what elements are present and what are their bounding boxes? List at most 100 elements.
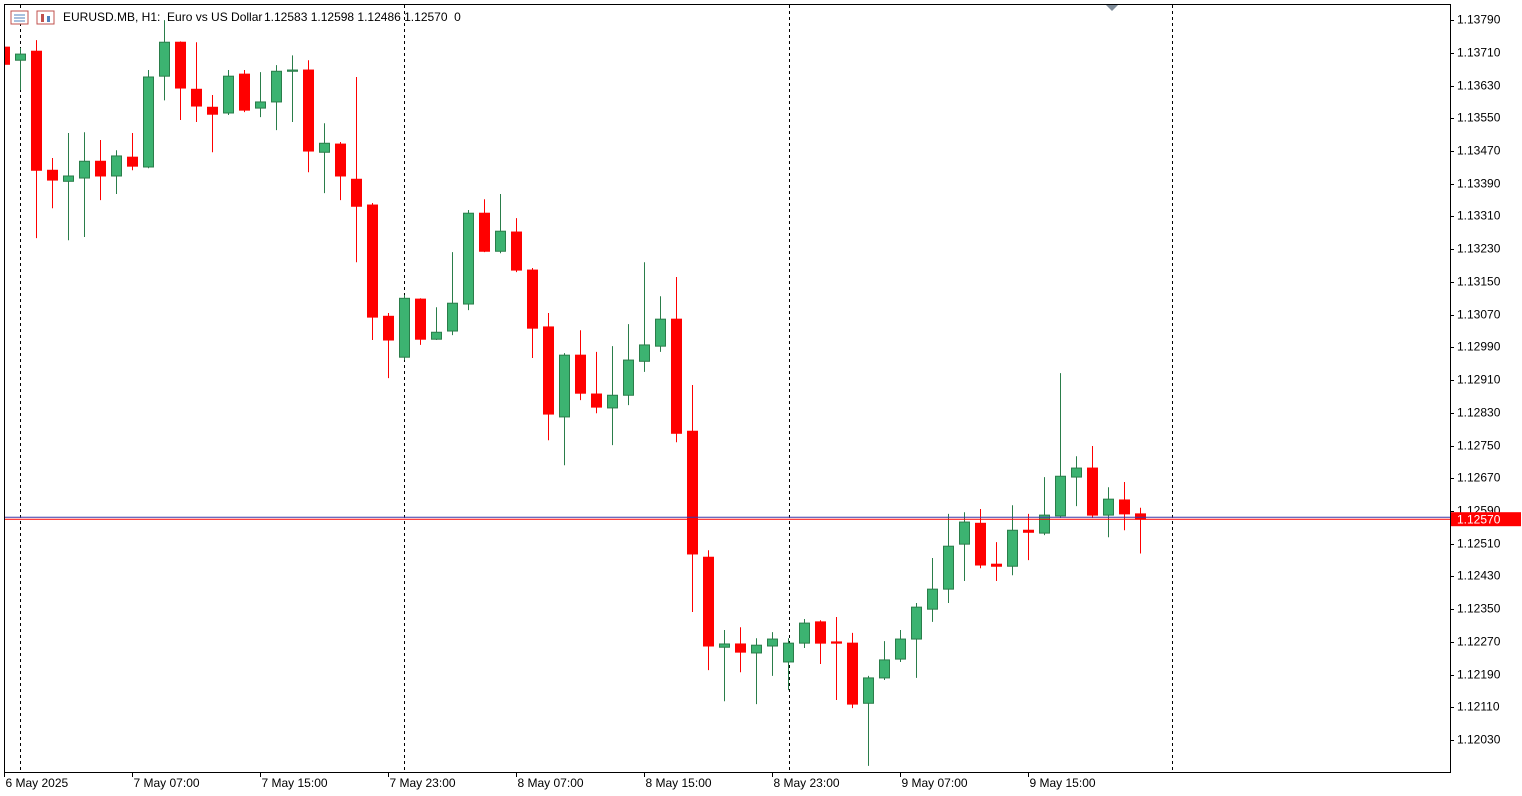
candle-body — [1087, 467, 1098, 516]
candle-body — [1007, 529, 1018, 567]
y-tick-label: 1.13790 — [1457, 13, 1501, 27]
y-tick-label: 1.13470 — [1457, 144, 1501, 158]
y-tick-label: 1.12910 — [1457, 373, 1501, 387]
candle-body — [703, 556, 714, 647]
y-tick-label: 1.13230 — [1457, 242, 1501, 256]
axes: 1.13790 1.13710 1.13630 1.13550 1.13470 1.133… — [4, 5, 1521, 790]
candle-body — [191, 88, 202, 107]
candle-body — [559, 354, 570, 418]
candle-body — [927, 588, 938, 610]
candle-body — [95, 160, 106, 177]
candle-body — [527, 269, 538, 329]
candle-body — [783, 642, 794, 663]
y-tick-label: 1.12350 — [1457, 602, 1501, 616]
candle-body — [447, 302, 458, 332]
candle-body — [639, 344, 650, 362]
candle-body — [1119, 499, 1130, 515]
candle-body — [511, 231, 522, 271]
candle-body — [335, 143, 346, 177]
candle-body — [1135, 513, 1146, 520]
header-icons — [10, 10, 55, 25]
candle-body — [319, 142, 330, 153]
x-tick-label: 7 May 15:00 — [262, 776, 328, 790]
shift-marker — [1106, 5, 1118, 11]
candle-body — [5, 46, 10, 65]
candle-body — [351, 178, 362, 207]
candle-body — [863, 677, 874, 704]
y-tick-label: 1.12830 — [1457, 406, 1501, 420]
chart-title: EURUSD.MB, H1: Euro vs US Dollar — [63, 10, 262, 24]
candle-body — [591, 393, 602, 408]
candle-body — [463, 212, 474, 305]
period-separators — [20, 5, 1173, 772]
y-tick-label: 1.12510 — [1457, 537, 1501, 551]
candle-body — [15, 53, 26, 61]
candle-body — [383, 315, 394, 341]
candle-body — [255, 101, 266, 109]
candle-body — [79, 160, 90, 179]
candle-body — [1071, 467, 1082, 478]
plot — [5, 20, 1450, 766]
y-tick-label: 1.13710 — [1457, 46, 1501, 60]
candle-body — [543, 326, 554, 415]
y-tick-label: 1.13310 — [1457, 209, 1501, 223]
x-tick-label: 9 May 07:00 — [902, 776, 968, 790]
candle-body — [575, 354, 586, 394]
candle-body — [287, 69, 298, 72]
x-tick-label: 7 May 07:00 — [134, 776, 200, 790]
y-tick-label: 1.13550 — [1457, 111, 1501, 125]
candle-body — [143, 76, 154, 168]
y-tick-label: 1.12430 — [1457, 569, 1501, 583]
candle-body — [1055, 475, 1066, 517]
candle-body — [831, 641, 842, 644]
candle-body — [943, 545, 954, 590]
plot-frame — [4, 4, 1451, 773]
y-tick-label: 1.12110 — [1457, 700, 1500, 714]
x-tick-label: 9 May 15:00 — [1030, 776, 1096, 790]
y-tick-label: 1.12270 — [1457, 635, 1501, 649]
y-tick-label: 1.12190 — [1457, 668, 1501, 682]
icon — [36, 10, 55, 25]
x-tick-label: 6 May 2025 — [6, 776, 69, 790]
candle-body — [175, 41, 186, 89]
chart-info: 1.12583 1.12598 1.12486 1.12570 0 — [264, 10, 461, 24]
candle-body — [271, 70, 282, 103]
candle-body — [415, 298, 426, 340]
icon-bar — [47, 16, 50, 22]
candle-body — [1039, 514, 1050, 534]
y-tick-label: 1.12750 — [1457, 439, 1501, 453]
x-tick-label: 8 May 23:00 — [774, 776, 840, 790]
candle-body — [879, 659, 890, 679]
y-tick-label: 1.13390 — [1457, 177, 1501, 191]
candle-body — [687, 430, 698, 555]
candle-body — [479, 212, 490, 252]
candle-body — [799, 622, 810, 644]
candle-body — [671, 318, 682, 434]
price-label: 1.12570 — [1457, 512, 1501, 526]
candle-body — [1023, 529, 1034, 533]
candle-body — [223, 75, 234, 114]
candle-body — [959, 521, 970, 545]
y-tick-label: 1.12990 — [1457, 340, 1501, 354]
candle-body — [815, 621, 826, 644]
candle-body — [735, 643, 746, 653]
x-tick-label: 7 May 23:00 — [390, 776, 456, 790]
x-tick-label: 8 May 07:00 — [518, 776, 584, 790]
candle-body — [31, 50, 42, 171]
candle-body — [127, 156, 138, 167]
candle-body — [159, 41, 170, 77]
candle-body — [431, 331, 442, 340]
candle-body — [991, 563, 1002, 567]
y-tick-label: 1.13630 — [1457, 79, 1501, 93]
candle-body — [63, 175, 74, 182]
candle-body — [895, 638, 906, 660]
candle-body — [47, 169, 58, 181]
candle-body — [607, 394, 618, 409]
candle-body — [847, 642, 858, 705]
y-tick-label: 1.12030 — [1457, 733, 1501, 747]
price-label-box — [1451, 512, 1521, 527]
candle-body — [975, 522, 986, 566]
icon-bar — [41, 14, 44, 22]
